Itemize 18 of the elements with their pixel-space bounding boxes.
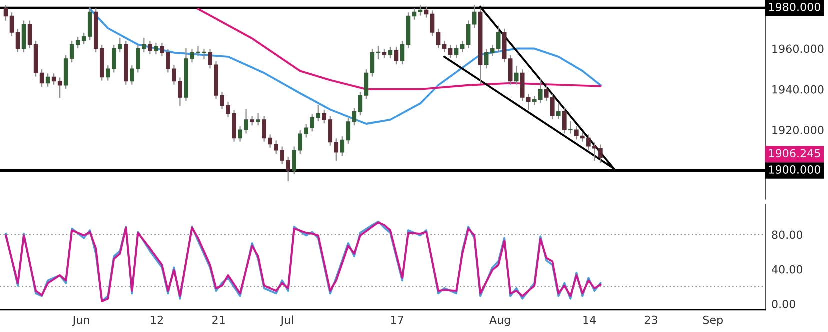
- y-tick-label: 1940.000: [772, 85, 824, 94]
- x-tick-label: 17: [391, 316, 404, 324]
- y-tick-label: 1960.000: [772, 44, 824, 54]
- x-tick-label: Jun: [72, 316, 90, 326]
- y-tick-label: 80.00: [772, 230, 803, 240]
- x-tick-label: Sep: [703, 316, 723, 326]
- x-tick-label: Jul: [280, 316, 294, 326]
- x-tick-label: Aug: [490, 316, 510, 326]
- text: 1906.245: [769, 149, 820, 158]
- y-tick-label: 1920.000: [772, 126, 824, 134]
- y-tick-label: 40.00: [772, 265, 803, 274]
- ref-line-label: 1900.000: [769, 166, 820, 174]
- x-tick-label: 21: [212, 316, 225, 324]
- x-tick-label: 14: [584, 316, 596, 324]
- ref-line-label: 1980.000: [769, 2, 820, 12]
- x-tick-label: 23: [645, 316, 658, 324]
- y-tick-label: 0.00: [772, 300, 796, 308]
- x-tick-label: 12: [151, 316, 163, 324]
